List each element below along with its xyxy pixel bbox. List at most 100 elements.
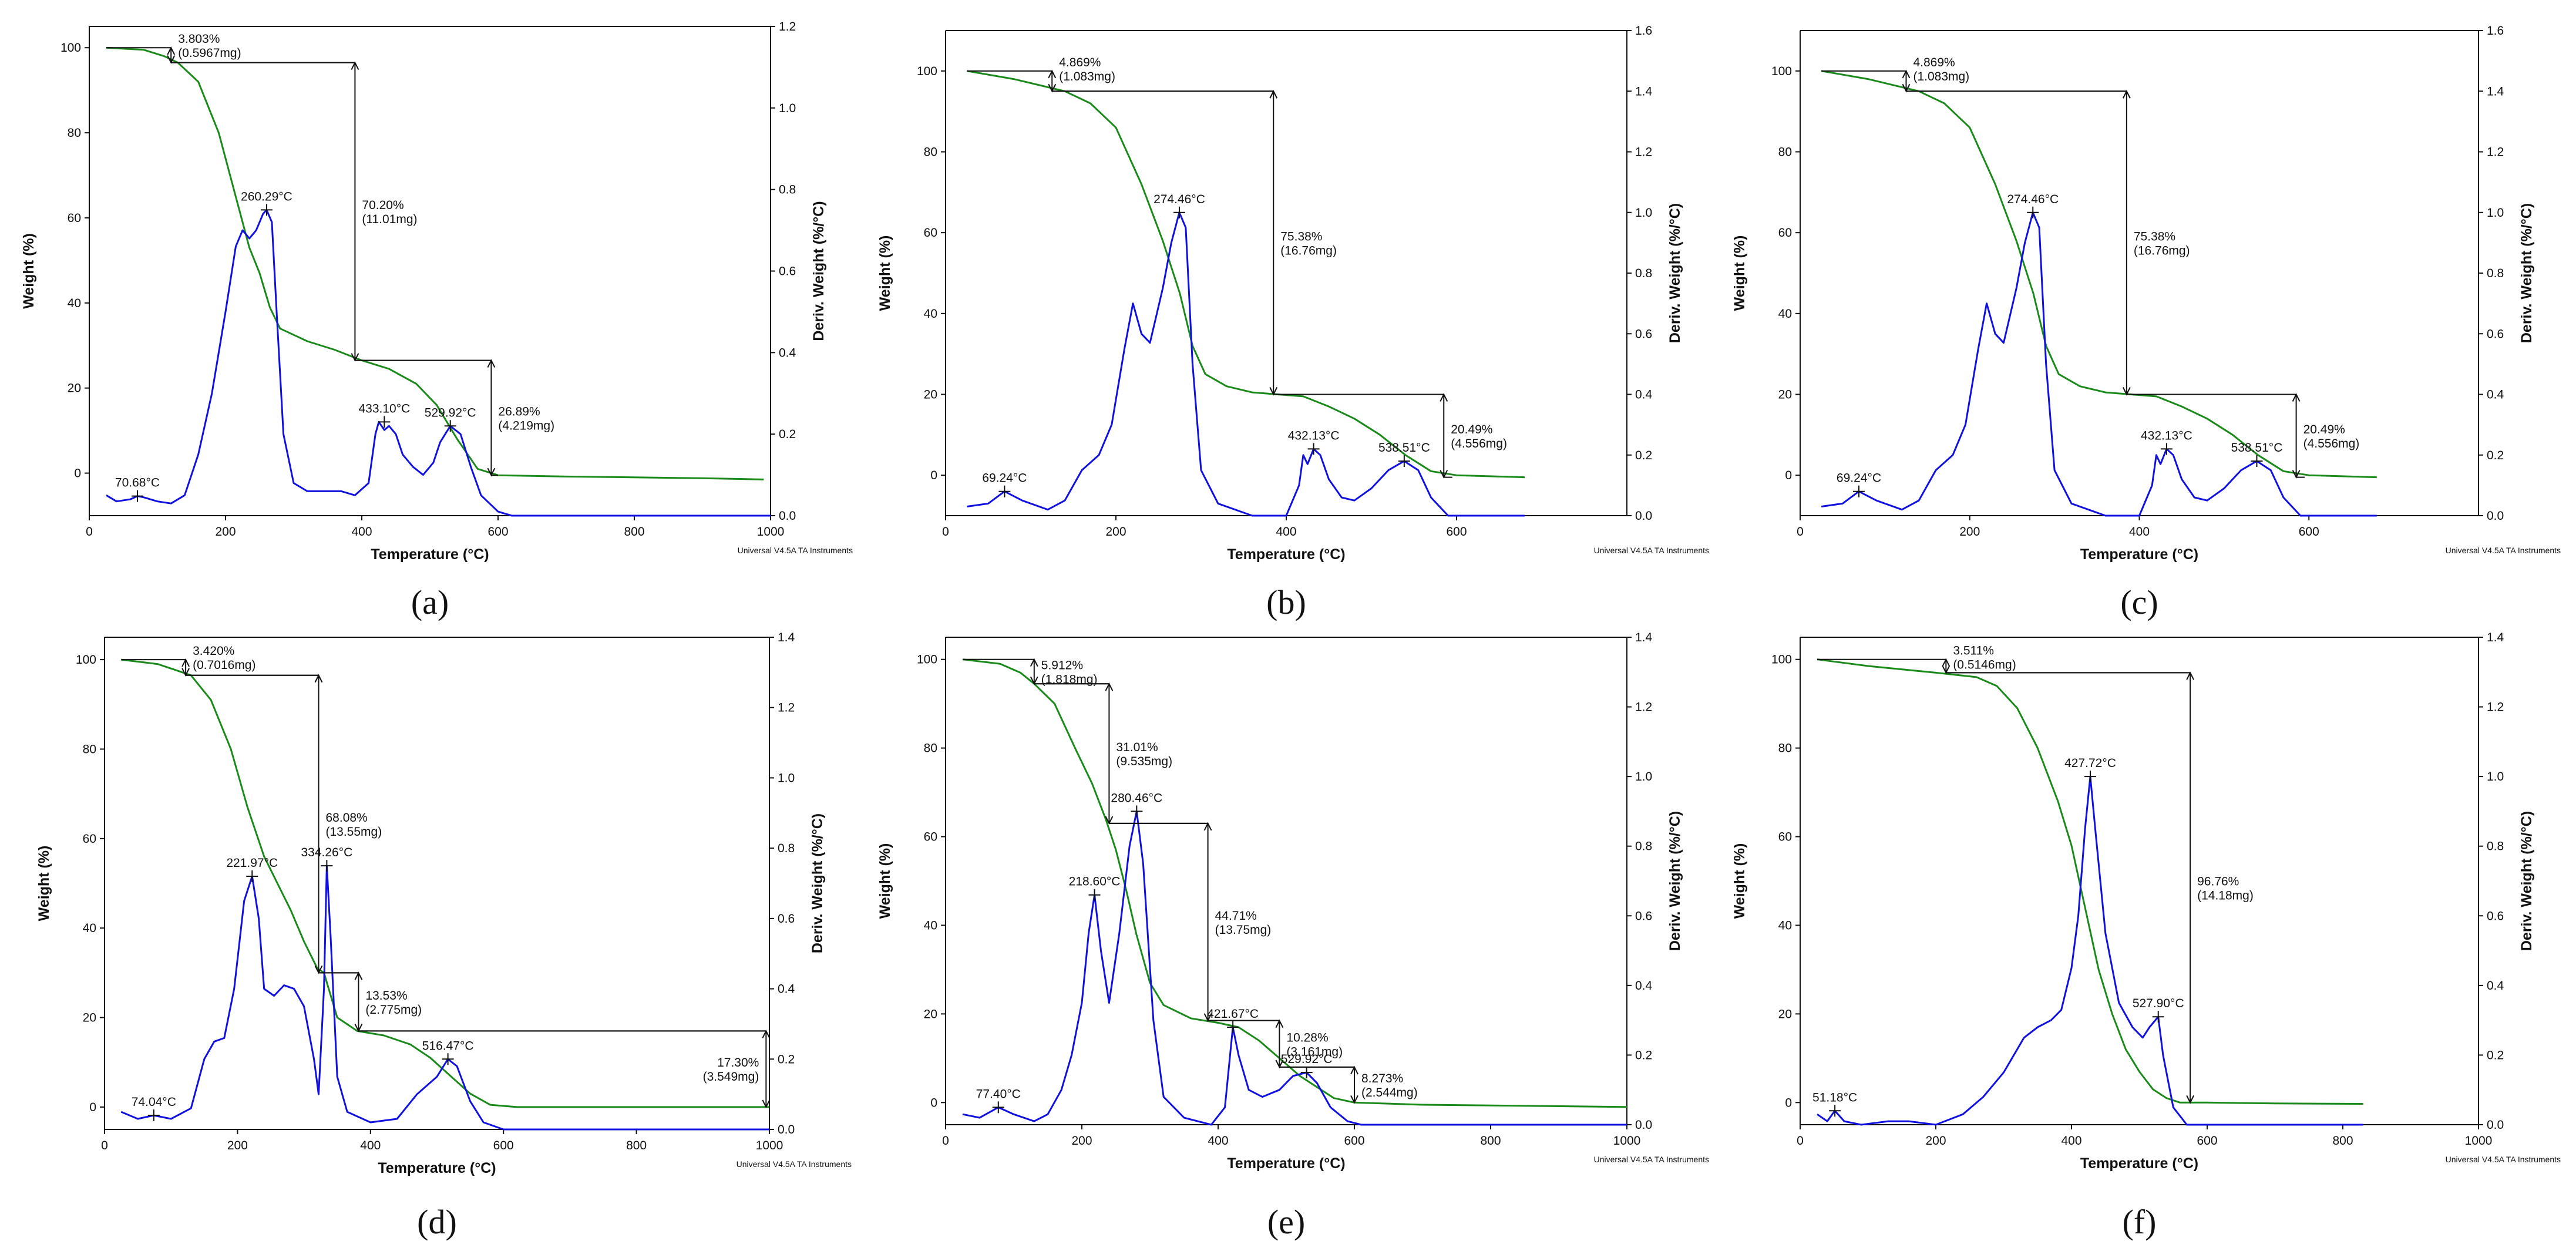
step-loss-percent: 75.38%	[1280, 230, 1322, 243]
step-loss-mass: (11.01mg)	[362, 213, 417, 226]
y-left-tick-label: 20	[1778, 1007, 1792, 1021]
y-right-axis-title: Deriv. Weight (%/°C)	[2518, 203, 2535, 343]
step-arrowhead	[1030, 658, 1038, 667]
panel-caption: (f)	[2123, 1203, 2157, 1241]
y-right-tick-label: 1.2	[1635, 146, 1652, 159]
y-right-axis-title: Deriv. Weight (%/°C)	[2518, 811, 2535, 951]
weight-curve	[1821, 70, 2377, 479]
step-loss-mass: (13.75mg)	[1215, 923, 1272, 937]
x-axis-title: Temperature (°C)	[371, 546, 489, 563]
y-left-tick-label: 100	[917, 65, 937, 78]
step-arrowhead	[2292, 470, 2301, 479]
step-arrowhead	[1942, 658, 1951, 667]
step-loss-percent: 4.869%	[1059, 56, 1101, 69]
y-left-tick-label: 40	[924, 919, 937, 932]
y-left-tick-label: 0	[74, 467, 81, 480]
peak-label: 218.60°C	[1069, 875, 1121, 889]
x-tick-label: 0	[942, 525, 949, 539]
x-tick-label: 0	[101, 1139, 108, 1152]
y-left-axis-title: Weight (%)	[21, 233, 37, 309]
step-arrowhead	[2186, 671, 2195, 680]
y-right-tick-label: 1.4	[2487, 631, 2504, 644]
instrument-credit: Universal V4.5A TA Instruments	[737, 1159, 852, 1169]
x-tick-label: 600	[1446, 525, 1467, 539]
y-left-tick-label: 80	[1778, 742, 1792, 755]
instrument-credit: Universal V4.5A TA Instruments	[738, 546, 853, 555]
instrument-credit: Universal V4.5A TA Instruments	[2446, 546, 2561, 555]
instrument-credit: Universal V4.5A TA Instruments	[2446, 1155, 2561, 1164]
step-loss-mass: (3.161mg)	[1286, 1045, 1343, 1058]
y-left-tick-label: 40	[1778, 307, 1792, 321]
y-left-tick-label: 80	[68, 126, 81, 140]
step-arrowhead	[762, 1030, 771, 1038]
y-left-axis-title: Weight (%)	[1731, 236, 1748, 311]
step-loss-percent: 26.89%	[498, 405, 540, 418]
x-tick-label: 0	[1797, 1134, 1804, 1148]
step-arrowhead	[487, 468, 496, 477]
y-right-tick-label: 1.0	[778, 771, 795, 785]
step-loss-percent: 70.20%	[362, 199, 403, 212]
y-left-tick-label: 40	[68, 297, 81, 310]
y-left-tick-label: 0	[930, 469, 937, 482]
y-right-tick-label: 0.0	[779, 509, 796, 523]
step-loss-percent: 31.01%	[1116, 741, 1158, 754]
peak-label: 427.72°C	[2064, 756, 2116, 770]
instrument-credit: Universal V4.5A TA Instruments	[1594, 546, 1709, 555]
x-tick-label: 600	[493, 1139, 514, 1152]
step-loss-mass: (0.5146mg)	[1953, 658, 2016, 672]
y-right-tick-label: 0.6	[1635, 909, 1652, 923]
step-arrowhead	[1048, 69, 1057, 79]
step-arrowhead	[1942, 665, 1951, 674]
step-arrowhead	[2292, 393, 2301, 402]
panel-caption: (e)	[1267, 1203, 1305, 1241]
y-right-axis-title: Deriv. Weight (%/°C)	[809, 813, 826, 953]
step-loss-mass: (13.55mg)	[326, 825, 382, 839]
x-tick-label: 800	[2332, 1134, 2353, 1148]
chart-panel-e: 0 200 400 600 800 1000 0 20 40 60 80 100 0.0 0.2 0.4 0.…	[877, 631, 1709, 1241]
weight-curve	[106, 46, 764, 480]
y-left-tick-label: 20	[924, 1007, 937, 1021]
step-loss-mass: (1.818mg)	[1041, 672, 1098, 686]
weight-curve	[967, 70, 1525, 479]
y-left-tick-label: 100	[76, 653, 96, 667]
y-left-tick-label: 60	[83, 832, 96, 846]
peak-label: 538.51°C	[1378, 441, 1430, 455]
y-right-tick-label: 1.0	[2487, 206, 2504, 220]
peak-label: 274.46°C	[1154, 193, 1205, 206]
step-arrowhead	[181, 658, 190, 667]
y-left-tick-label: 100	[1771, 653, 1792, 667]
chart-panel-f: 0 200 400 600 800 1000 0 20 40 60 80 100 0.0 0.2 0.4 0.…	[1731, 631, 2561, 1241]
step-loss-percent: 10.28%	[1286, 1031, 1328, 1044]
derivative-curve	[962, 810, 1627, 1126]
step-arrowhead	[487, 359, 496, 368]
step-loss-percent: 20.49%	[1451, 423, 1492, 436]
panel-caption: (d)	[417, 1203, 457, 1241]
step-loss-mass: (3.549mg)	[703, 1070, 759, 1084]
y-right-tick-label: 0.2	[1635, 1048, 1652, 1062]
y-right-tick-label: 1.4	[2487, 85, 2504, 98]
peak-label: 77.40°C	[976, 1087, 1021, 1101]
x-tick-label: 400	[360, 1139, 381, 1152]
step-loss-percent: 8.273%	[1361, 1072, 1403, 1085]
step-loss-mass: (2.775mg)	[365, 1003, 422, 1017]
y-left-tick-label: 60	[1778, 226, 1792, 240]
x-tick-label: 800	[624, 525, 644, 539]
y-right-tick-label: 0.4	[2487, 979, 2504, 993]
y-right-axis-title: Deriv. Weight (%/°C)	[1667, 811, 1683, 951]
y-right-tick-label: 0.4	[1635, 388, 1653, 402]
y-right-tick-label: 1.6	[2487, 24, 2504, 38]
step-loss-mass: (4.556mg)	[2303, 437, 2360, 450]
step-arrowhead	[2186, 1095, 2195, 1104]
panel-caption: (a)	[411, 583, 449, 621]
y-left-tick-label: 80	[924, 742, 937, 755]
derivative-curve	[106, 208, 771, 517]
y-left-tick-label: 0	[89, 1101, 96, 1114]
x-tick-label: 800	[626, 1139, 647, 1152]
step-arrowhead	[1440, 470, 1448, 479]
step-loss-mass: (16.76mg)	[2134, 244, 2190, 257]
x-tick-label: 400	[1208, 1134, 1228, 1148]
step-loss-mass: (9.535mg)	[1116, 755, 1172, 768]
step-loss-percent: 13.53%	[365, 989, 407, 1003]
step-loss-mass: (4.219mg)	[498, 419, 554, 432]
